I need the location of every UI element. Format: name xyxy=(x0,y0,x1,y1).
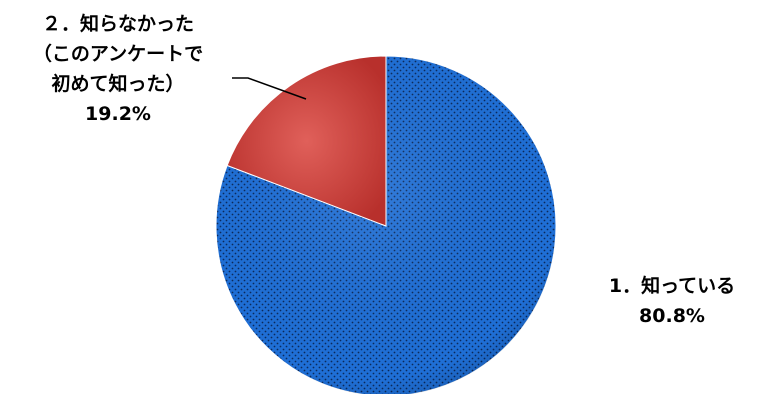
slice-1-value-label: 19.2% xyxy=(85,103,151,125)
slice-0-label-line-0: 1．知っている xyxy=(609,274,735,297)
slice-1-label-line-1: （このアンケートで xyxy=(33,42,203,65)
pie-slice-1 xyxy=(226,55,387,227)
slice-0-value-label: 80.8% xyxy=(639,305,705,327)
leader-line-1 xyxy=(232,77,307,100)
leader-lines xyxy=(232,77,307,100)
slice-1-label-line-2: 初めて知った） xyxy=(51,72,184,95)
slice-1-label-line-0: ２．知らなかった xyxy=(42,12,194,35)
pie-slices xyxy=(215,55,557,397)
